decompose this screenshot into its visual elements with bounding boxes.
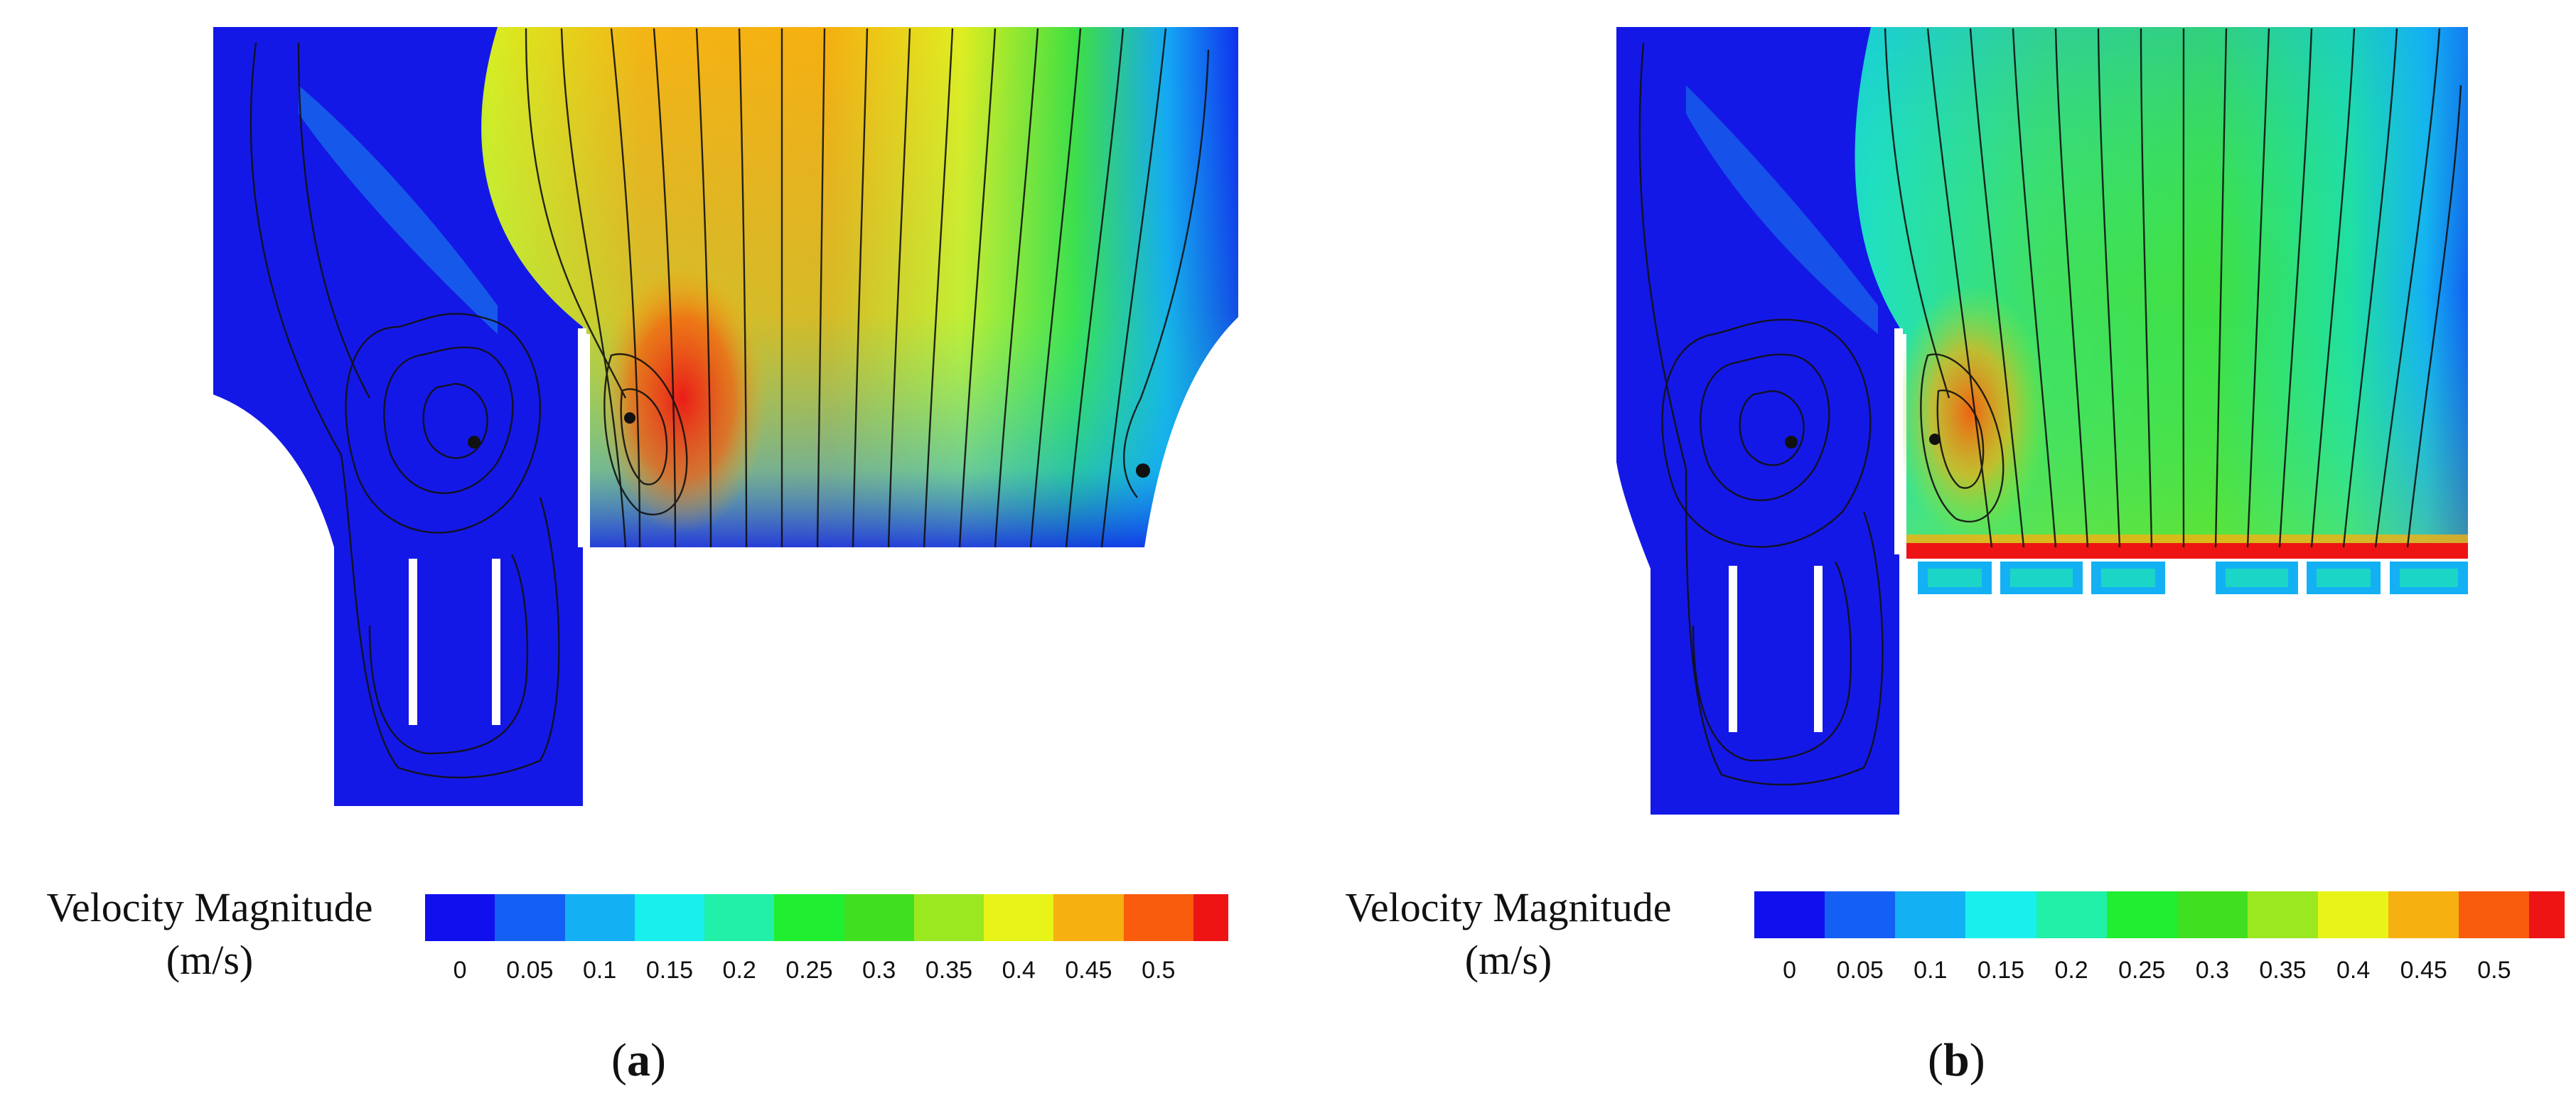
colorbar-tick-label: 0.05 — [506, 957, 554, 984]
colorbar-tick-label: 0 — [1783, 957, 1797, 984]
colorbar-segment — [774, 894, 844, 941]
velocity-contour-a — [213, 27, 1238, 806]
colorbar-segment — [564, 894, 635, 941]
colorbar-segment — [1193, 894, 1229, 941]
colorbar-segment — [984, 894, 1054, 941]
colorbar-tick-label: 0.35 — [2259, 957, 2307, 984]
colorbar-segment — [1825, 891, 1896, 938]
colorbar-segment — [2106, 891, 2177, 938]
colorbar-segment — [2529, 891, 2565, 938]
colorbar-segment — [1965, 891, 2036, 938]
panel-b: Velocity Magnitude (m/s) 0 0.05 0.1 0.15 0.2… — [1288, 0, 2576, 1106]
colorbar-tick-label: 0.05 — [1836, 957, 1884, 984]
colorbar-title-b: Velocity Magnitude (m/s) — [1295, 881, 1722, 987]
colorbar-segment — [1895, 891, 1966, 938]
colorbar-segment — [2177, 891, 2248, 938]
colorbar-tick-label: 0.15 — [645, 957, 693, 984]
colorbar-segment — [1123, 894, 1193, 941]
colorbar-tick-label: 0.3 — [862, 957, 896, 984]
colorbar-title-line1: Velocity Magnitude — [46, 884, 373, 930]
colorbar-tick-label: 0.4 — [1002, 957, 1036, 984]
colorbar-ticks-a: 0 0.05 0.1 0.15 0.2 0.25 0.3 0.35 0.4 0.45 0.5 — [425, 957, 1228, 992]
colorbar-segment — [2247, 891, 2318, 938]
colorbar-tick-label: 0.2 — [722, 957, 756, 984]
colorbar-segment — [1053, 894, 1124, 941]
colorbar-segment — [1754, 891, 1825, 938]
colorbar-title-line2: (m/s) — [1464, 937, 1552, 983]
colorbar-tick-label: 0.1 — [1914, 957, 1948, 984]
colorbar-title-a: Velocity Magnitude (m/s) — [7, 881, 412, 987]
caption-b: (b) — [1928, 1034, 1985, 1086]
colorbar-tick-label: 0.3 — [2195, 957, 2229, 984]
colorbar-segment — [913, 894, 984, 941]
colorbar-tick-label: 0.1 — [583, 957, 617, 984]
colorbar-title-line2: (m/s) — [166, 937, 254, 983]
colorbar-a — [425, 894, 1229, 941]
colorbar-b — [1754, 891, 2565, 938]
colorbar-segment — [2036, 891, 2107, 938]
panel-a: Velocity Magnitude (m/s) 0 0.05 0.1 0.15 0.2… — [7, 27, 1238, 1086]
colorbar-tick-label: 0.45 — [2400, 957, 2447, 984]
caption-a: (a) — [611, 1034, 666, 1086]
colorbar-tick-label: 0.15 — [1977, 957, 2025, 984]
colorbar-title-line1: Velocity Magnitude — [1345, 884, 1672, 930]
colorbar-segment — [2318, 891, 2389, 938]
colorbar-tick-label: 0 — [453, 957, 467, 984]
colorbar-segment — [2459, 891, 2530, 938]
colorbar-tick-label: 0.2 — [2054, 957, 2088, 984]
colorbar-tick-label: 0.25 — [2118, 957, 2166, 984]
colorbar-segment — [495, 894, 565, 941]
colorbar-segment — [704, 894, 775, 941]
colorbar-segment — [634, 894, 705, 941]
colorbar-tick-label: 0.35 — [925, 957, 973, 984]
colorbar-ticks-b: 0 0.05 0.1 0.15 0.2 0.25 0.3 0.35 0.4 0.45 0.5 — [1754, 957, 2565, 992]
colorbar-tick-label: 0.4 — [2336, 957, 2371, 984]
colorbar-segment — [425, 894, 495, 941]
colorbar-tick-label: 0.25 — [785, 957, 833, 984]
colorbar-tick-label: 0.45 — [1065, 957, 1112, 984]
colorbar-tick-label: 0.5 — [1142, 957, 1176, 984]
colorbar-segment — [844, 894, 914, 941]
colorbar-tick-label: 0.5 — [2477, 957, 2511, 984]
colorbar-segment — [2388, 891, 2459, 938]
velocity-contour-b — [1616, 27, 2468, 815]
